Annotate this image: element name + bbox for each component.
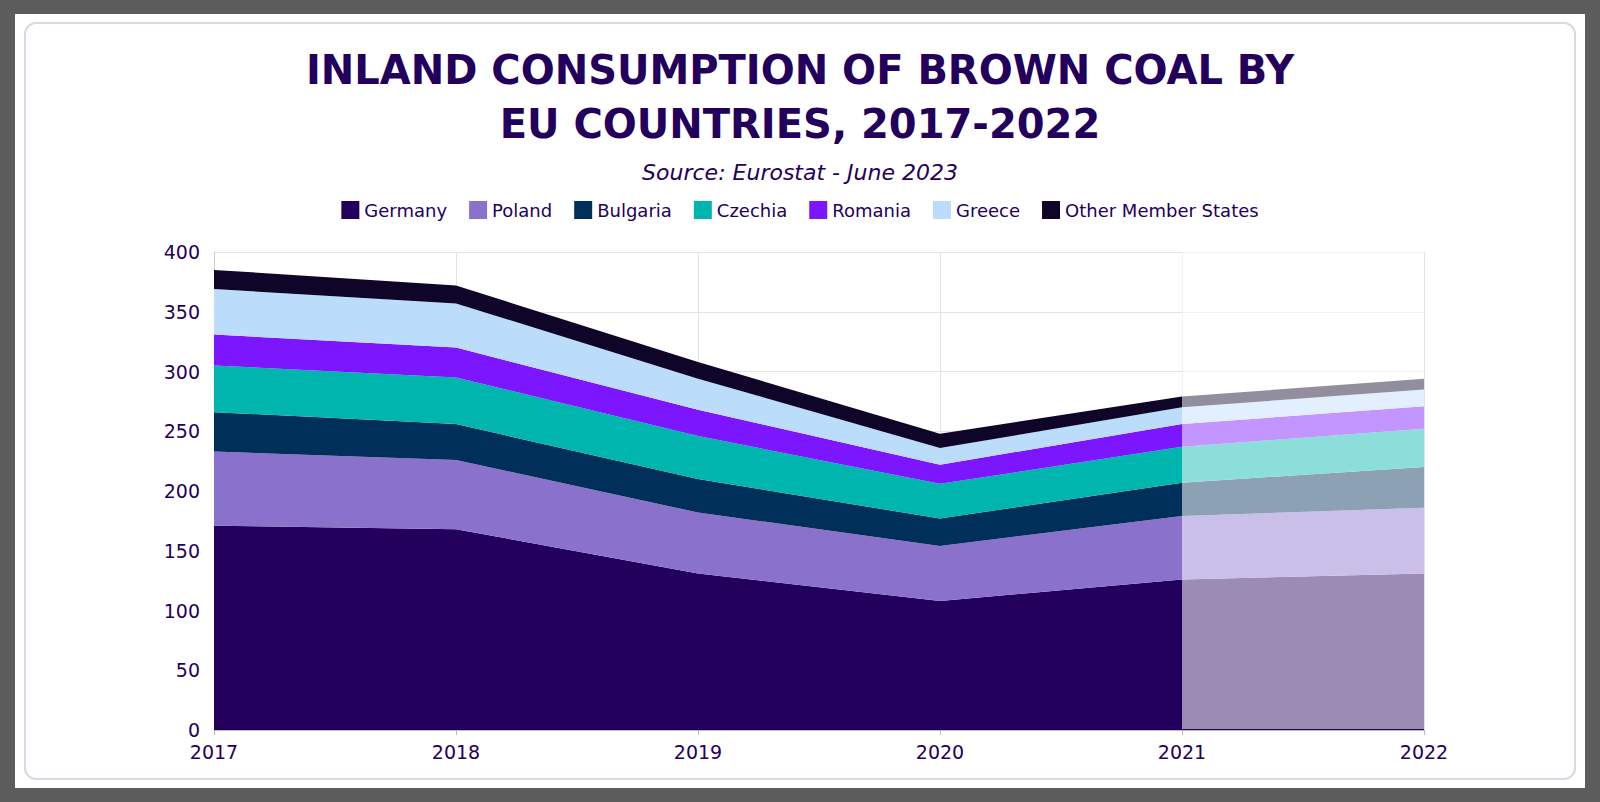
svg-text:300: 300 [164,361,200,383]
svg-text:350: 350 [164,301,200,323]
svg-text:Poland: Poland [492,200,552,221]
svg-text:EU COUNTRIES, 2017-2022: EU COUNTRIES, 2017-2022 [500,101,1101,147]
svg-text:2019: 2019 [674,741,722,763]
svg-text:Greece: Greece [956,200,1020,221]
svg-text:2018: 2018 [432,741,480,763]
svg-text:Czechia: Czechia [717,200,787,221]
svg-text:Source: Eurostat - June 2023: Source: Eurostat - June 2023 [642,160,958,185]
svg-text:400: 400 [164,241,200,263]
svg-text:Germany: Germany [364,200,447,221]
svg-text:Other Member States: Other Member States [1065,200,1259,221]
svg-text:0: 0 [188,719,200,741]
svg-text:Romania: Romania [832,200,911,221]
svg-text:2020: 2020 [916,741,964,763]
svg-text:100: 100 [164,600,200,622]
svg-text:INLAND CONSUMPTION OF BROWN CO: INLAND CONSUMPTION OF BROWN COAL BY [306,47,1295,93]
svg-text:2021: 2021 [1158,741,1206,763]
svg-text:Bulgaria: Bulgaria [597,200,672,221]
svg-text:2022: 2022 [1400,741,1448,763]
svg-text:200: 200 [164,480,200,502]
svg-text:50: 50 [176,659,200,681]
svg-text:250: 250 [164,420,200,442]
svg-text:150: 150 [164,540,200,562]
svg-text:2017: 2017 [190,741,238,763]
